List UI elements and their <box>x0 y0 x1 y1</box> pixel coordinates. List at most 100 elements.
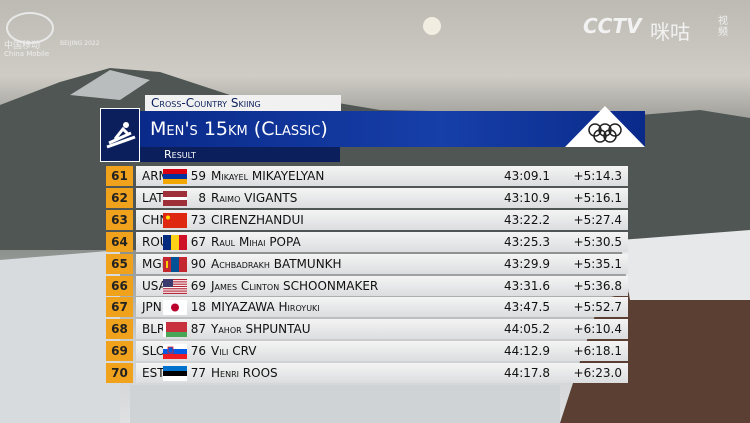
gap: +5:35.1 <box>573 256 622 271</box>
country-code: EST <box>142 366 165 381</box>
country-code: ARM <box>142 169 169 183</box>
olympic-rings <box>565 106 645 147</box>
row-panel: ARM 59 Mikayel MIKAYELYAN 43:09.1 +5:14.3 <box>136 166 628 186</box>
country-code: CHN <box>142 212 169 227</box>
time: 43:09.1 <box>503 169 550 183</box>
time: 43:29.9 <box>503 256 550 271</box>
rank: 61 <box>106 166 133 186</box>
row-panel: JPN 18 MIYAZAWA Hiroyuki 43:47.5 +5:52.7 <box>136 297 628 318</box>
time: 44:12.9 <box>503 344 550 359</box>
rank: 65 <box>106 253 133 274</box>
time: 44:17.8 <box>503 366 550 381</box>
bib: 77 <box>190 366 206 381</box>
result-row: 62 LAT 8 Raimo VIGANTS 43:10.9 +5:16.1 <box>106 187 628 208</box>
row-panel: MGL 90 Achbadrakh BATMUNKH 43:29.9 +5:35.1 <box>136 253 628 274</box>
bib: 67 <box>190 234 206 249</box>
country-flag <box>163 234 187 250</box>
gap: +5:14.3 <box>573 169 622 183</box>
row-panel: SLO 76 Vili CRV 44:12.9 +6:18.1 <box>136 341 628 362</box>
country-flag <box>163 322 187 338</box>
row-panel: LAT 8 Raimo VIGANTS 43:10.9 +5:16.1 <box>136 187 628 208</box>
gap: +5:16.1 <box>573 190 622 205</box>
athlete-name: Achbadrakh BATMUNKH <box>211 256 342 271</box>
country-code: USA <box>142 278 167 293</box>
country-flag <box>163 366 187 382</box>
bib: 8 <box>198 190 206 205</box>
country-code: BLR <box>142 322 166 337</box>
result-row: 68 BLR 87 Yahor SHPUNTAU 44:05.2 +6:10.4 <box>106 319 628 340</box>
country-code: MGL <box>142 256 169 271</box>
gap: +5:27.4 <box>573 212 622 227</box>
result-row: 65 MGL 90 Achbadrakh BATMUNKH 43:29.9 +5:35.1 <box>106 253 628 274</box>
athlete-name: James Clinton SCHOONMAKER <box>211 278 379 293</box>
bib: 76 <box>190 344 206 359</box>
gap: +6:10.4 <box>573 322 622 337</box>
bib: 69 <box>190 278 206 293</box>
country-flag <box>163 300 187 316</box>
row-panel: CHN 73 CIRENZHANDUI 43:22.2 +5:27.4 <box>136 209 628 230</box>
sponsor-logo <box>6 12 54 44</box>
rank: 64 <box>106 231 133 252</box>
athlete-name: Yahor SHPUNTAU <box>211 322 311 337</box>
games-logo: BEIJING 2022 <box>60 40 100 47</box>
country-code: ROU <box>142 234 169 249</box>
row-panel: ROU 67 Raul Mihai POPA 43:25.3 +5:30.5 <box>136 231 628 252</box>
country-flag <box>163 212 187 228</box>
athlete-name: Vili CRV <box>211 344 257 359</box>
time: 43:47.5 <box>503 300 550 315</box>
time: 43:10.9 <box>503 190 550 205</box>
sponsor-name: 中国移动 <box>4 41 41 51</box>
rank: 70 <box>106 363 133 384</box>
sponsor-name-en: China Mobile <box>4 50 50 58</box>
rank: 63 <box>106 209 133 230</box>
country-flag <box>163 256 187 272</box>
result-row: 66 USA 69 James Clinton SCHOONMAKER 43:31.6 +… <box>106 275 628 296</box>
gap: +6:23.0 <box>573 366 622 381</box>
gap: +6:18.1 <box>573 344 622 359</box>
gap: +5:30.5 <box>573 234 622 249</box>
bib: 73 <box>190 212 206 227</box>
platform-sub: 视频 <box>718 16 728 38</box>
country-code: JPN <box>142 300 162 315</box>
time: 43:22.2 <box>503 212 550 227</box>
event-title: Men's 15km (Classic) <box>140 111 645 147</box>
bib: 87 <box>190 322 206 337</box>
country-code: LAT <box>142 190 164 205</box>
result-row: 61 ARM 59 Mikayel MIKAYELYAN 43:09.1 +5:14.3 <box>106 166 628 186</box>
bib: 18 <box>190 300 206 315</box>
athlete-name: Raimo VIGANTS <box>211 190 298 205</box>
channel-logo: CCTV <box>583 14 642 38</box>
result-row: 63 CHN 73 CIRENZHANDUI 43:22.2 +5:27.4 <box>106 209 628 230</box>
bib: 90 <box>190 256 206 271</box>
athlete-name: Mikayel MIKAYELYAN <box>211 169 325 183</box>
time: 43:25.3 <box>503 234 550 249</box>
rank: 69 <box>106 341 133 362</box>
row-panel: USA 69 James Clinton SCHOONMAKER 43:31.6 +5:… <box>136 275 628 296</box>
athlete-name: CIRENZHANDUI <box>211 212 304 227</box>
rank: 68 <box>106 319 133 340</box>
country-code: SLO <box>142 344 166 359</box>
country-flag <box>163 344 187 360</box>
rank: 62 <box>106 187 133 208</box>
phase-label: Result <box>140 147 340 162</box>
athlete-name: MIYAZAWA Hiroyuki <box>211 300 320 315</box>
country-flag <box>163 190 187 206</box>
rank: 66 <box>106 275 133 296</box>
athlete-name: Henri ROOS <box>211 366 278 381</box>
time: 44:05.2 <box>503 322 550 337</box>
athlete-name: Raul Mihai POPA <box>211 234 301 249</box>
gap: +5:52.7 <box>573 300 622 315</box>
row-panel: EST 77 Henri ROOS 44:17.8 +6:23.0 <box>136 363 628 384</box>
time: 43:31.6 <box>503 278 550 293</box>
result-row: 67 JPN 18 MIYAZAWA Hiroyuki 43:47.5 +5:52.7 <box>106 297 628 318</box>
rank: 67 <box>106 297 133 318</box>
country-flag <box>163 278 187 294</box>
gap: +5:36.8 <box>573 278 622 293</box>
result-row: 70 EST 77 Henri ROOS 44:17.8 +6:23.0 <box>106 363 628 384</box>
platform-logo: 咪咕 <box>650 20 690 44</box>
result-row: 64 ROU 67 Raul Mihai POPA 43:25.3 +5:30.5 <box>106 231 628 252</box>
country-flag <box>163 169 187 184</box>
row-panel: BLR 87 Yahor SHPUNTAU 44:05.2 +6:10.4 <box>136 319 628 340</box>
result-row: 69 SLO 76 Vili CRV 44:12.9 +6:18.1 <box>106 341 628 362</box>
